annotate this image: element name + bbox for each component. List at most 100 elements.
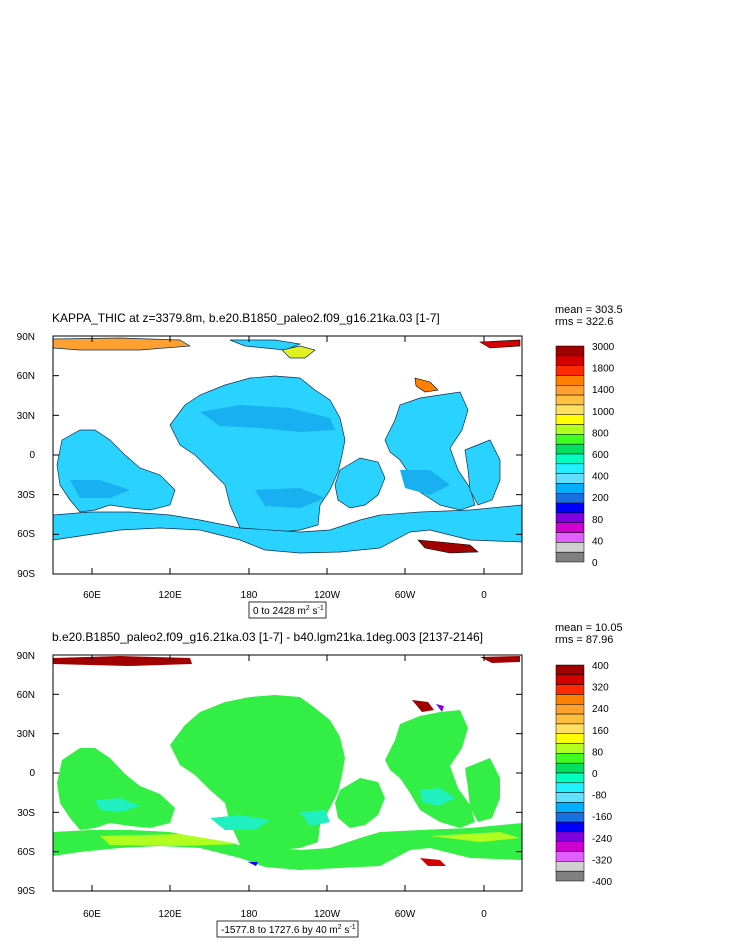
panel-top-ylabels: 90N 60N 30N 0 30S 60S 90S (17, 332, 36, 580)
colorbar-swatch (555, 424, 585, 435)
colorbar-swatch (555, 674, 585, 685)
colorbar-swatch (555, 493, 585, 504)
colorbar-swatch (555, 664, 585, 676)
colorbar-label: 600 (592, 450, 609, 461)
panel-top-ytick: 60N (17, 371, 35, 382)
colorbar-swatch (555, 453, 585, 465)
colorbar-swatch (555, 532, 585, 543)
colorbar-swatch (555, 772, 585, 784)
panel-bottom-mean: mean = 10.05 (555, 622, 623, 634)
panel-top-xlabels: 60E 120E 180 120W 60W 0 (83, 590, 487, 601)
panel-top-map (53, 337, 522, 554)
colorbar-swatch (555, 443, 585, 455)
colorbar-swatch (555, 502, 585, 514)
panel-bottom-hotspots (53, 656, 520, 866)
colorbar-label: 0 (592, 558, 598, 569)
panel-bottom-ytick: 30S (17, 808, 35, 819)
panel-top-xtick: 60E (83, 590, 101, 601)
colorbar-swatch (555, 782, 585, 793)
panel-bottom-title: b.e20.B1850_paleo2.f09_g16.21ka.03 [1-7]… (52, 630, 483, 644)
panel-top-ytick: 90S (17, 569, 35, 580)
colorbar-label: -400 (592, 877, 612, 888)
colorbar-swatch (555, 821, 585, 833)
panel-top-mean: mean = 303.5 (555, 304, 623, 316)
colorbar-swatch (555, 870, 585, 882)
colorbar-swatch (555, 414, 585, 425)
colorbar-swatch (555, 355, 585, 366)
panel-bottom: b.e20.B1850_paleo2.f09_g16.21ka.03 [1-7]… (17, 622, 623, 938)
panel-top-xtick: 120E (158, 590, 182, 601)
colorbar-swatch (555, 762, 585, 774)
colorbar-swatch (555, 522, 585, 533)
colorbar-swatch (555, 512, 585, 523)
colorbar-label: 200 (592, 493, 609, 504)
colorbar-swatch (555, 365, 585, 376)
panel-bottom-ytick: 90S (17, 886, 35, 897)
colorbar-swatch (555, 345, 585, 357)
panel-bottom-xtick: 60W (395, 909, 416, 920)
panel-top-ocean (53, 337, 522, 554)
panel-bottom-xtick: 0 (481, 909, 487, 920)
colorbar-swatch (555, 385, 585, 396)
colorbar-swatch (555, 404, 585, 415)
panel-bottom-xtick: 180 (241, 909, 258, 920)
panel-bottom-range-box: -1577.8 to 1727.6 by 40 m2 s-1 (216, 920, 359, 938)
panel-top-xtick: 0 (481, 590, 487, 601)
panel-top-rms: rms = 322.6 (555, 316, 613, 328)
colorbar-swatch (555, 831, 585, 842)
panel-top: KAPPA_THIC at z=3379.8m, b.e20.B1850_pal… (17, 304, 623, 619)
colorbar-swatch (555, 713, 585, 725)
panel-top-title: KAPPA_THIC at z=3379.8m, b.e20.B1850_pal… (52, 311, 440, 325)
panel-bottom-ocean-cyan (95, 788, 455, 830)
colorbar-label: -240 (592, 834, 612, 845)
panel-bottom-ytick: 60S (17, 847, 35, 858)
colorbar-swatch (555, 463, 585, 474)
colorbar-swatch (555, 723, 585, 734)
panel-top-ytick: 60S (17, 529, 35, 540)
colorbar-label: -80 (592, 791, 607, 802)
colorbar-swatch (555, 394, 585, 406)
panel-top-hotspots (414, 339, 521, 554)
panel-bottom-ytick: 30N (17, 729, 35, 740)
colorbar-swatch (555, 704, 585, 715)
colorbar-swatch (555, 483, 585, 494)
colorbar-swatch (555, 841, 585, 852)
colorbar-label: 400 (592, 472, 609, 483)
panel-bottom-range-label: -1577.8 to 1727.6 by 40 m2 s-1 (221, 924, 356, 936)
panel-top-range-label: 0 to 2428 m2 s-1 (253, 605, 324, 617)
panel-top-ytick: 30S (17, 490, 35, 501)
colorbar-label: 1800 (592, 364, 615, 375)
colorbar-swatch (555, 733, 585, 744)
colorbar-swatch (555, 743, 585, 754)
colorbar-swatch (555, 753, 585, 764)
colorbar-label: 160 (592, 726, 609, 737)
panel-top-xtick: 120W (314, 590, 341, 601)
panel-bottom-map (53, 656, 522, 870)
panel-top-ocean-detail (70, 405, 450, 508)
panel-bottom-ytick: 90N (17, 651, 35, 662)
panel-bottom-xtick: 120E (158, 909, 182, 920)
colorbar-swatch (555, 375, 585, 386)
panel-top-xtick: 60W (395, 590, 416, 601)
colorbar-label: 800 (592, 428, 609, 439)
panel-bottom-xtick: 60E (83, 909, 101, 920)
panel-bottom-ylabels: 90N 60N 30N 0 30S 60S 90S (17, 651, 36, 897)
panel-top-ytick: 0 (29, 450, 35, 461)
panel-bottom-rms: rms = 87.96 (555, 634, 613, 646)
colorbar-swatch (555, 434, 585, 445)
colorbar-label: 1400 (592, 385, 615, 396)
colorbar-swatch (555, 551, 585, 563)
colorbar-swatch (555, 684, 585, 695)
panel-bottom-xlabels: 60E 120E 180 120W 60W 0 (83, 909, 487, 920)
panel-top-range-box: 0 to 2428 m2 s-1 (248, 601, 327, 619)
panel-bottom-yellow-band (100, 832, 520, 846)
colorbar-label: -320 (592, 855, 612, 866)
panel-top-ticks (53, 335, 522, 575)
panel-top-xtick: 180 (241, 590, 258, 601)
colorbar-swatch (555, 812, 585, 823)
panel-bottom-xtick: 120W (314, 909, 341, 920)
panel-top-ytick: 90N (17, 332, 35, 343)
panel-bottom-colorbar: 400 320 240 160 80 0 -80 -160 -240 -320 -400 (555, 661, 612, 888)
panel-bottom-ytick: 60N (17, 690, 35, 701)
